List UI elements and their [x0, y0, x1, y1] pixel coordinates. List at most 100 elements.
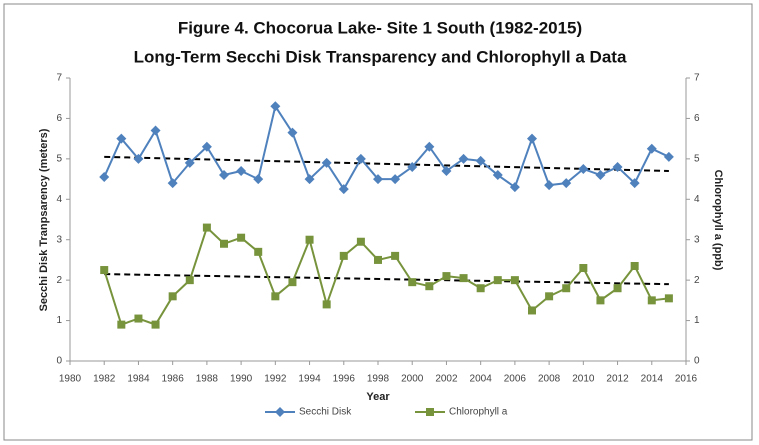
point	[201, 141, 212, 152]
point	[663, 151, 674, 162]
point	[510, 276, 519, 285]
point	[374, 255, 382, 264]
point	[305, 235, 314, 244]
x-tick-label: 1980	[59, 374, 82, 385]
point	[150, 125, 161, 136]
point	[390, 174, 401, 185]
point	[425, 282, 434, 291]
x-tick-label: 1990	[230, 374, 253, 385]
y2-tick-label: 4	[694, 194, 700, 205]
series-line	[103, 225, 670, 326]
point	[459, 274, 468, 283]
point	[391, 251, 400, 260]
x-tick-label: 1996	[333, 374, 356, 385]
point	[579, 264, 588, 273]
x-tick-label: 2016	[675, 374, 698, 385]
chart-title: Figure 4. Chocorua Lake- Site 1 South (1…	[178, 18, 582, 37]
x-tick-label: 2006	[504, 374, 527, 385]
point	[321, 157, 332, 168]
point	[442, 272, 451, 281]
y-tick-label: 2	[56, 275, 62, 286]
y-tick-label: 3	[56, 234, 62, 245]
x-tick-label: 1994	[298, 374, 321, 385]
point	[544, 180, 555, 191]
point	[528, 306, 536, 315]
point	[339, 251, 348, 260]
y-tick-label: 6	[56, 113, 62, 124]
point	[562, 284, 571, 293]
x-tick-label: 1984	[127, 374, 150, 385]
y2-tick-label: 5	[694, 153, 700, 164]
point	[595, 170, 606, 181]
x-tick-label: 1986	[162, 374, 185, 385]
x-tick-label: 2004	[470, 374, 493, 385]
trend-line	[104, 273, 669, 286]
point	[493, 276, 502, 285]
point	[492, 170, 503, 181]
point	[184, 157, 195, 168]
point	[99, 172, 110, 183]
point	[509, 182, 520, 193]
y-axis-label: Secchi Disk Tranpsarency (meters)	[38, 128, 50, 311]
x-tick-label: 2010	[572, 374, 595, 385]
point	[254, 247, 263, 256]
point	[270, 101, 281, 112]
x-tick-label: 1998	[367, 374, 390, 385]
point	[134, 314, 143, 323]
point	[202, 223, 211, 232]
point	[100, 266, 109, 275]
legend-label: Secchi Disk	[299, 407, 352, 418]
trend-line	[104, 155, 669, 172]
x-tick-label: 1982	[93, 374, 116, 385]
point	[664, 294, 673, 303]
x-tick-label: 1992	[264, 374, 287, 385]
point	[561, 178, 572, 189]
legend-label: Chlorophyll a	[449, 407, 508, 418]
point	[578, 163, 589, 174]
point	[476, 284, 485, 293]
point	[355, 153, 366, 164]
point	[356, 237, 365, 246]
x-tick-label: 2008	[538, 374, 561, 385]
point	[647, 296, 656, 305]
y2-tick-label: 7	[694, 73, 700, 84]
x-axis-label: Year	[366, 391, 390, 403]
point	[475, 155, 486, 166]
x-tick-label: 2012	[606, 374, 629, 385]
y-tick-label: 7	[56, 73, 62, 84]
point	[373, 174, 383, 185]
point	[253, 174, 264, 185]
point	[168, 292, 177, 301]
legend-marker	[426, 408, 434, 416]
point	[167, 178, 178, 189]
point	[236, 165, 247, 176]
x-tick-label: 2014	[641, 374, 664, 385]
point	[133, 153, 144, 164]
point	[612, 161, 623, 172]
y2-tick-label: 1	[694, 315, 700, 326]
point	[441, 165, 452, 176]
point	[185, 276, 194, 285]
chart-border	[3, 3, 753, 441]
point	[219, 170, 229, 181]
point	[629, 178, 640, 189]
point	[237, 233, 246, 242]
point	[630, 261, 639, 270]
y-tick-label: 5	[56, 153, 62, 164]
series-line	[103, 103, 670, 192]
point	[545, 292, 554, 301]
point	[424, 141, 435, 152]
x-tick-label: 2002	[435, 374, 458, 385]
point	[527, 133, 537, 144]
y2-tick-label: 3	[694, 234, 700, 245]
point	[408, 278, 417, 287]
point	[220, 239, 228, 248]
point	[288, 278, 297, 287]
y2-tick-label: 2	[694, 275, 700, 286]
x-tick-label: 2000	[401, 374, 424, 385]
y2-axis-label: Chlorophyll a (ppb)	[712, 170, 724, 271]
y-tick-label: 4	[56, 194, 62, 205]
point	[338, 184, 349, 195]
legend-marker	[275, 407, 285, 417]
y2-tick-label: 6	[694, 113, 700, 124]
